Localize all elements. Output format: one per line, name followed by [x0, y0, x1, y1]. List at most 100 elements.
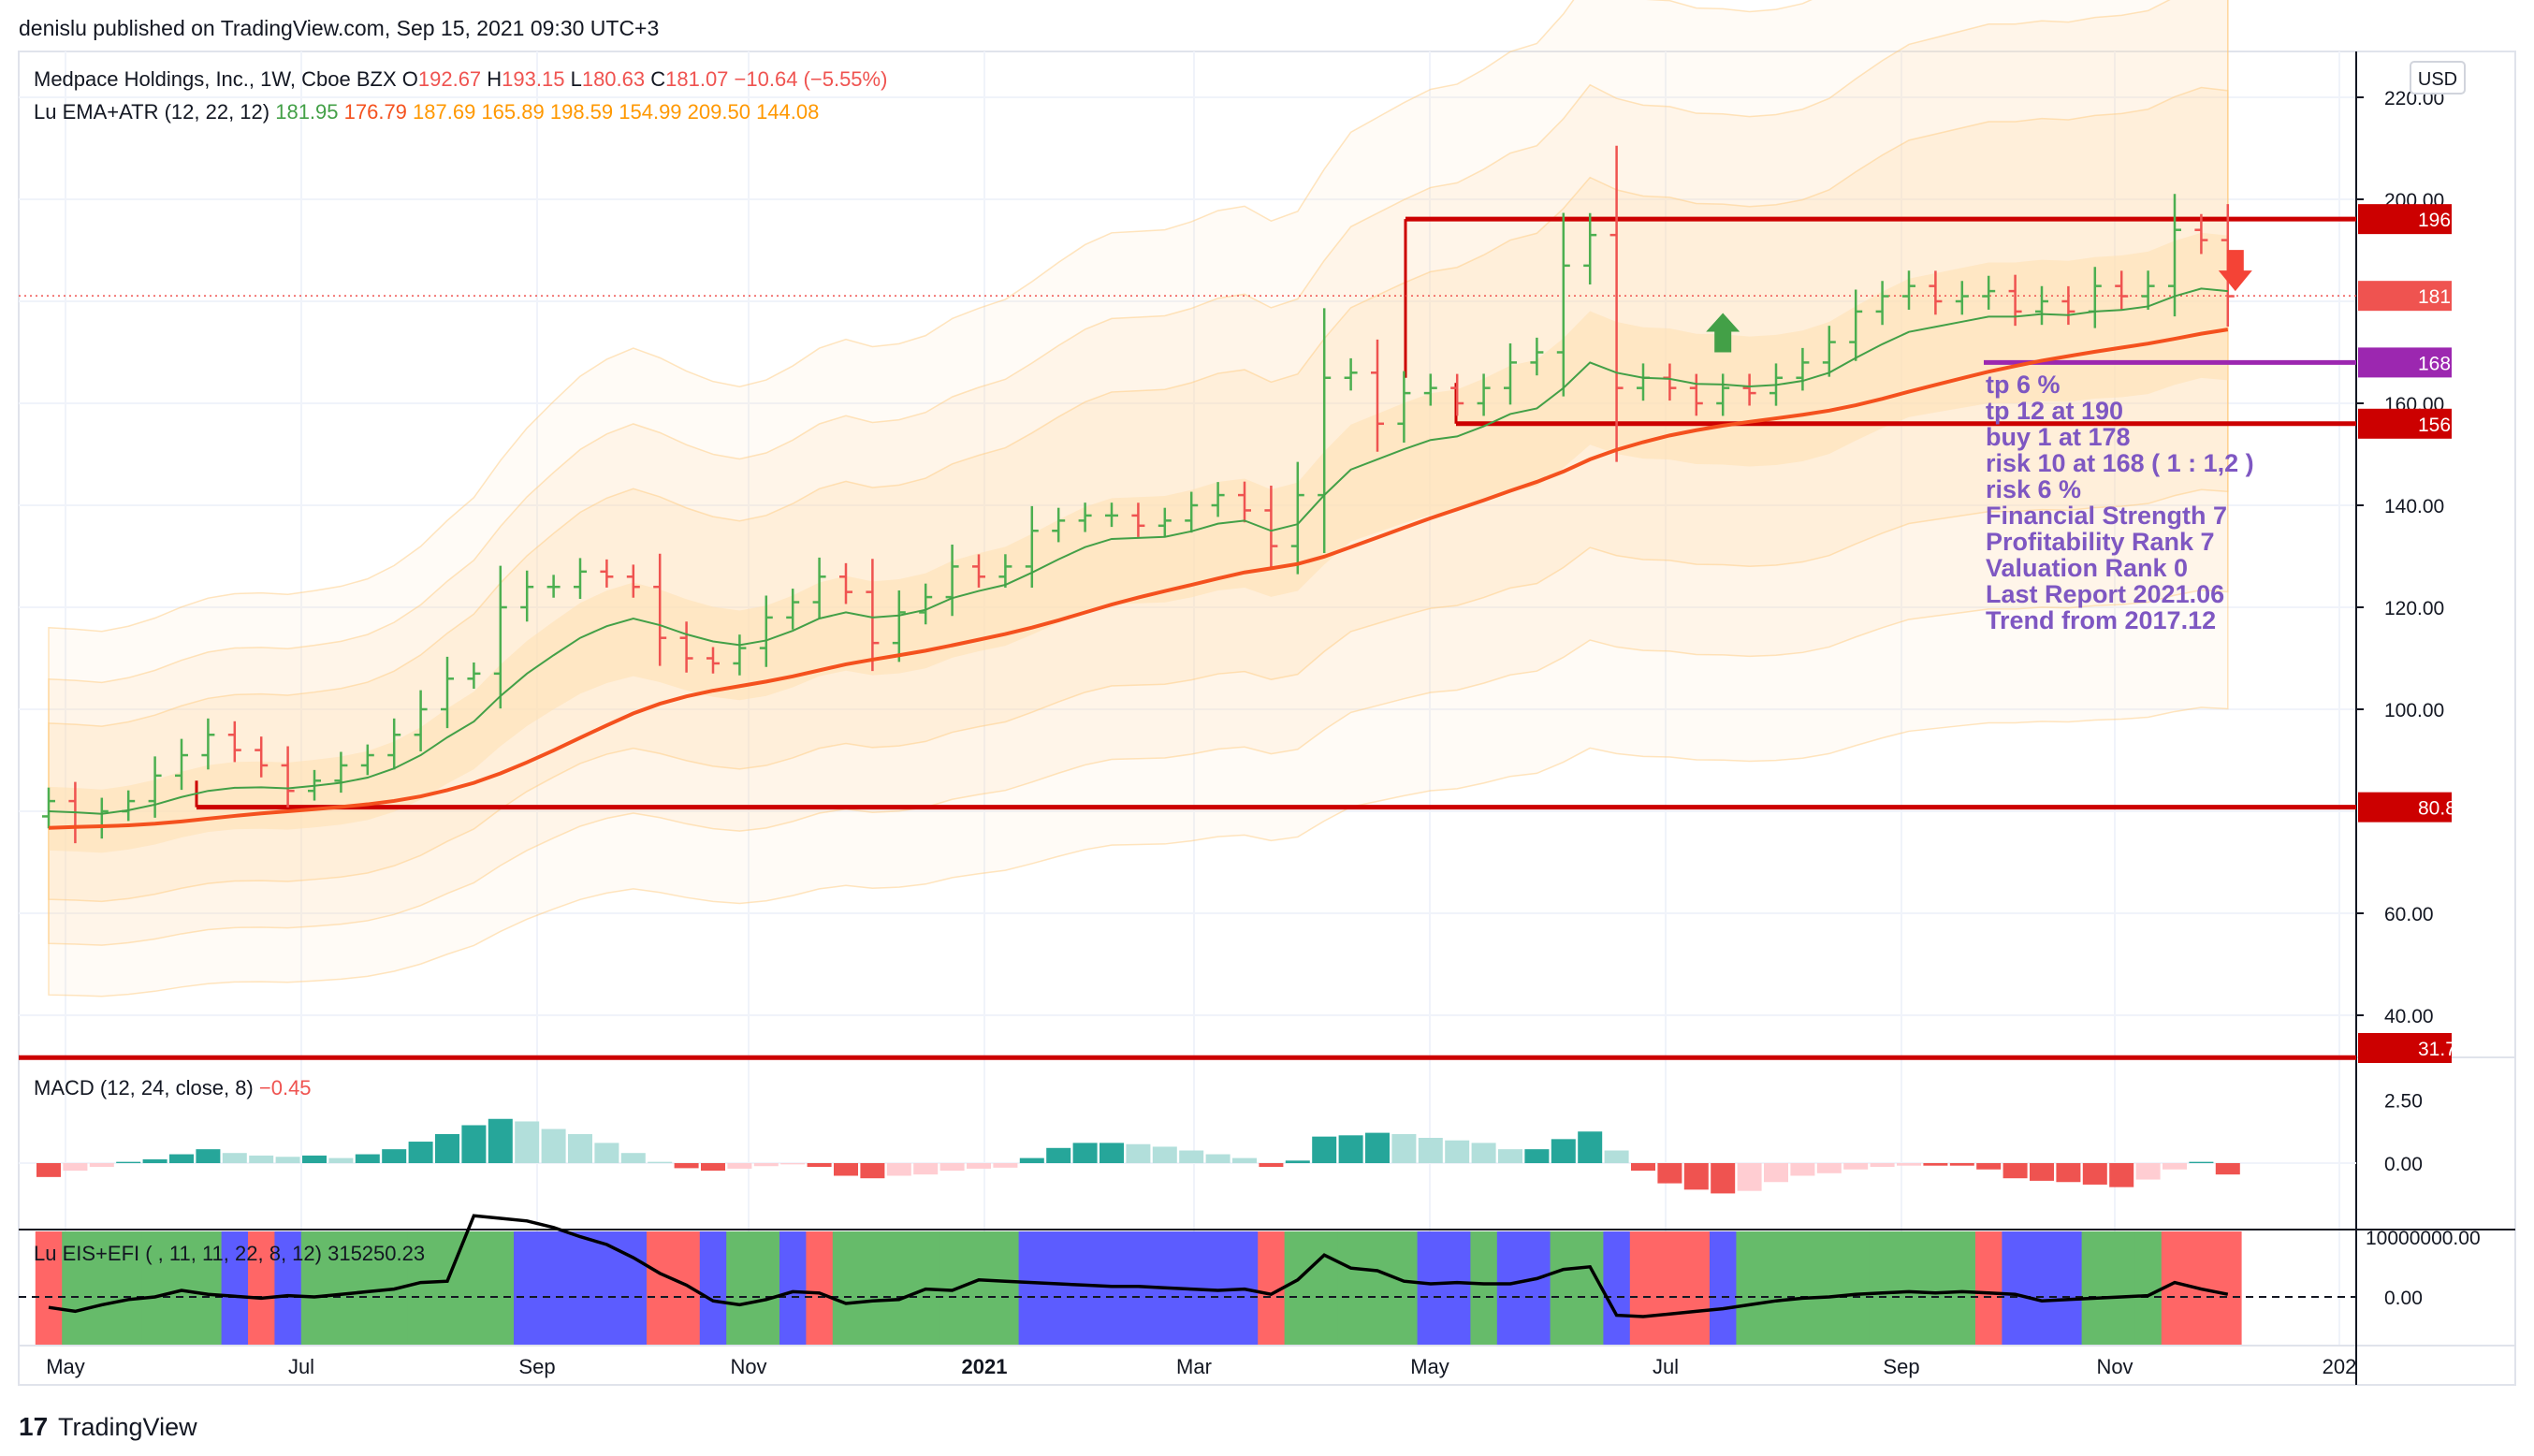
eis-tick-label: 0.00 — [2384, 1288, 2423, 1309]
eis-legend[interactable]: Lu EIS+EFI ( , 11, 11, 22, 8, 12) 315250… — [34, 1242, 425, 1265]
macd-bar — [1259, 1163, 1284, 1168]
eis-segment — [2108, 1231, 2135, 1345]
eis-segment — [1550, 1231, 1578, 1345]
macd-bar — [1551, 1139, 1576, 1163]
buy-arrow-icon — [1706, 313, 1740, 353]
eis-segment — [540, 1231, 568, 1345]
macd-bar — [1471, 1143, 1496, 1163]
tradingview-brand: TradingView — [58, 1413, 197, 1441]
eis-pane: 10000000.00 0.00 — [19, 1214, 2481, 1345]
eis-segment — [167, 1231, 196, 1345]
macd-bar — [1126, 1143, 1151, 1163]
macd-legend-name: MACD (12, 24, close, 8) — [34, 1076, 259, 1099]
macd-bar — [1232, 1158, 1257, 1163]
macd-legend-value: −0.45 — [259, 1076, 312, 1099]
time-tick-label: 2021 — [962, 1355, 1008, 1378]
macd-bar — [807, 1163, 832, 1168]
trade-note: Trend from 2017.12 — [1986, 606, 2216, 634]
time-tick-label: Jul — [1653, 1355, 1679, 1378]
legend-symbol-line[interactable]: Medpace Holdings, Inc., 1W, Cboe BZX O19… — [34, 67, 887, 91]
macd-bar — [328, 1158, 354, 1163]
macd-bar — [780, 1163, 806, 1165]
legend-ohlc-key: H — [481, 67, 502, 91]
macd-bar — [1683, 1163, 1709, 1190]
macd-tick-label: 2.50 — [2384, 1091, 2423, 1113]
macd-bar — [1870, 1163, 1895, 1168]
tradingview-logo[interactable]: 17 TradingView — [19, 1412, 197, 1441]
eis-segment — [619, 1231, 648, 1345]
macd-bar — [2215, 1163, 2240, 1175]
price-bars — [42, 145, 2235, 844]
ema-fast-line — [48, 287, 2228, 815]
price-tick-label: 100.00 — [2384, 700, 2444, 721]
eis-segment — [1391, 1231, 1419, 1345]
eis-segment — [726, 1231, 754, 1345]
eis-segment — [1629, 1231, 1657, 1345]
macd-bar — [2030, 1163, 2054, 1181]
grid-lines — [19, 51, 2515, 1385]
price-axis[interactable]: 220.00200.00160.00140.00120.00100.0060.0… — [2356, 88, 2478, 1063]
macd-bar — [834, 1163, 858, 1176]
macd-bar — [1205, 1154, 1231, 1163]
macd-bar — [648, 1161, 673, 1163]
macd-bar — [249, 1155, 274, 1163]
macd-bar — [222, 1153, 247, 1163]
eis-segment — [2028, 1231, 2056, 1345]
eis-tick-label: 10000000.00 — [2366, 1228, 2481, 1249]
time-tick-label: Sep — [518, 1355, 555, 1378]
macd-bar — [1445, 1140, 1470, 1163]
macd-bar — [727, 1163, 752, 1169]
macd-legend[interactable]: MACD (12, 24, close, 8) −0.45 — [34, 1076, 312, 1099]
currency-label: USD — [2418, 69, 2457, 90]
macd-bar — [1764, 1163, 1788, 1183]
eis-segment — [1045, 1231, 1072, 1345]
macd-bar — [196, 1149, 221, 1163]
legend-indicator-value: 198.59 — [550, 100, 619, 124]
macd-bar — [1657, 1163, 1682, 1184]
eis-segment — [2134, 1231, 2163, 1345]
eis-segment — [1577, 1231, 1604, 1345]
price-label-badge — [2358, 1033, 2452, 1063]
legend-indicator-line[interactable]: Lu EMA+ATR (12, 22, 12) 181.95 176.79 18… — [34, 100, 819, 124]
time-tick-label: Nov — [2096, 1355, 2133, 1378]
price-label-text: 196.12 — [2418, 210, 2478, 231]
eis-segment — [1789, 1231, 1817, 1345]
eis-segment — [1762, 1231, 1790, 1345]
macd-bar — [1790, 1163, 1815, 1176]
legend-indicator-value: 176.79 — [344, 100, 413, 124]
trade-note: Financial Strength 7 — [1986, 502, 2227, 530]
trade-note: Profitability Rank 7 — [1986, 528, 2215, 556]
eis-segment — [35, 1231, 63, 1345]
macd-bar — [2163, 1163, 2187, 1170]
macd-tick-label: 0.00 — [2384, 1154, 2423, 1175]
macd-bar — [89, 1163, 114, 1168]
eis-segment — [1948, 1231, 1976, 1345]
price-label-text: 31.70 — [2418, 1039, 2468, 1060]
macd-bar — [939, 1163, 965, 1172]
eis-segment — [885, 1231, 913, 1345]
macd-bar — [275, 1157, 300, 1163]
macd-bar — [568, 1133, 592, 1163]
time-axis[interactable]: May Jul Sep Nov 2021 Mar May Jul Sep Nov 202 — [46, 1355, 2356, 1378]
price-label-text: 156.00 — [2418, 415, 2478, 436]
price-label-badge — [2358, 204, 2452, 235]
time-tick-label: May — [1410, 1355, 1449, 1378]
eis-segment — [1071, 1231, 1100, 1345]
macd-bar — [2002, 1163, 2028, 1179]
eis-segment — [752, 1231, 780, 1345]
macd-bar — [753, 1163, 779, 1167]
price-label-text: 181.07 — [2418, 286, 2478, 308]
macd-bar — [2109, 1163, 2134, 1187]
currency-badge[interactable] — [2410, 61, 2466, 95]
macd-bar — [1418, 1138, 1443, 1163]
macd-bar — [1897, 1163, 1921, 1166]
macd-bar — [2082, 1163, 2107, 1185]
eis-segment — [2002, 1231, 2030, 1345]
eis-segment — [1603, 1231, 1631, 1345]
price-label-text: 80.80 — [2418, 798, 2468, 820]
legend-ohlc-value: 180.63 — [582, 67, 645, 91]
macd-bar — [63, 1163, 88, 1172]
trade-note: buy 1 at 178 — [1986, 423, 2131, 451]
trade-note: risk 6 % — [1986, 475, 2081, 503]
